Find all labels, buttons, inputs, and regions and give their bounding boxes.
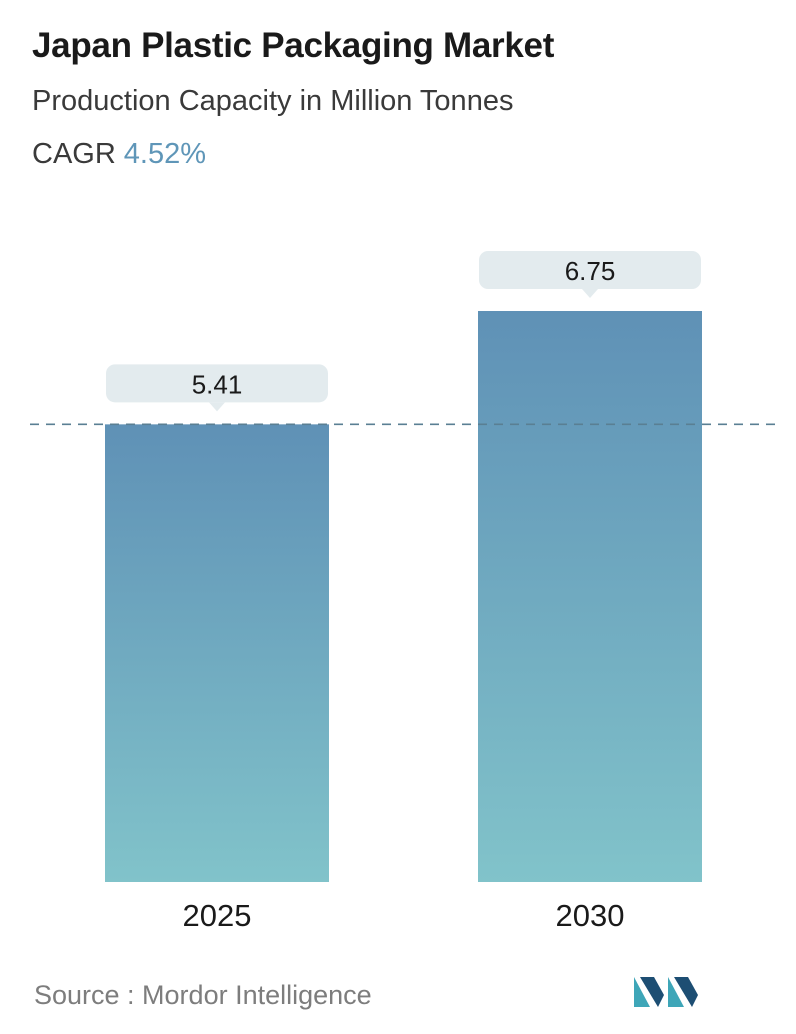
bar-chart: 5.41 2025 6.75 2030 (30, 251, 782, 933)
source-text: Source : Mordor Intelligence (34, 980, 372, 1010)
cagr-value: 4.52% (123, 138, 207, 170)
x-tick-label-2025: 2025 (183, 898, 252, 933)
bar-2025 (105, 424, 329, 882)
data-label-box (479, 251, 701, 289)
cagr-label: CAGR (32, 138, 116, 170)
data-label-text: 5.41 (192, 369, 243, 399)
data-label-pointer (209, 402, 225, 412)
cagr-line: CAGR 4.52% (32, 138, 206, 171)
data-label-text: 6.75 (565, 256, 616, 286)
data-label-2025: 5.41 (106, 364, 328, 412)
x-tick-label-2030: 2030 (556, 898, 625, 933)
chart-subtitle: Production Capacity in Million Tonnes (32, 85, 514, 117)
chart-title: Japan Plastic Packaging Market (32, 26, 555, 65)
bar-2030 (478, 311, 702, 882)
data-label-2030: 6.75 (479, 251, 701, 298)
data-label-pointer (582, 289, 598, 298)
data-label-box (106, 364, 328, 403)
mordor-intelligence-logo-icon (634, 971, 702, 1016)
